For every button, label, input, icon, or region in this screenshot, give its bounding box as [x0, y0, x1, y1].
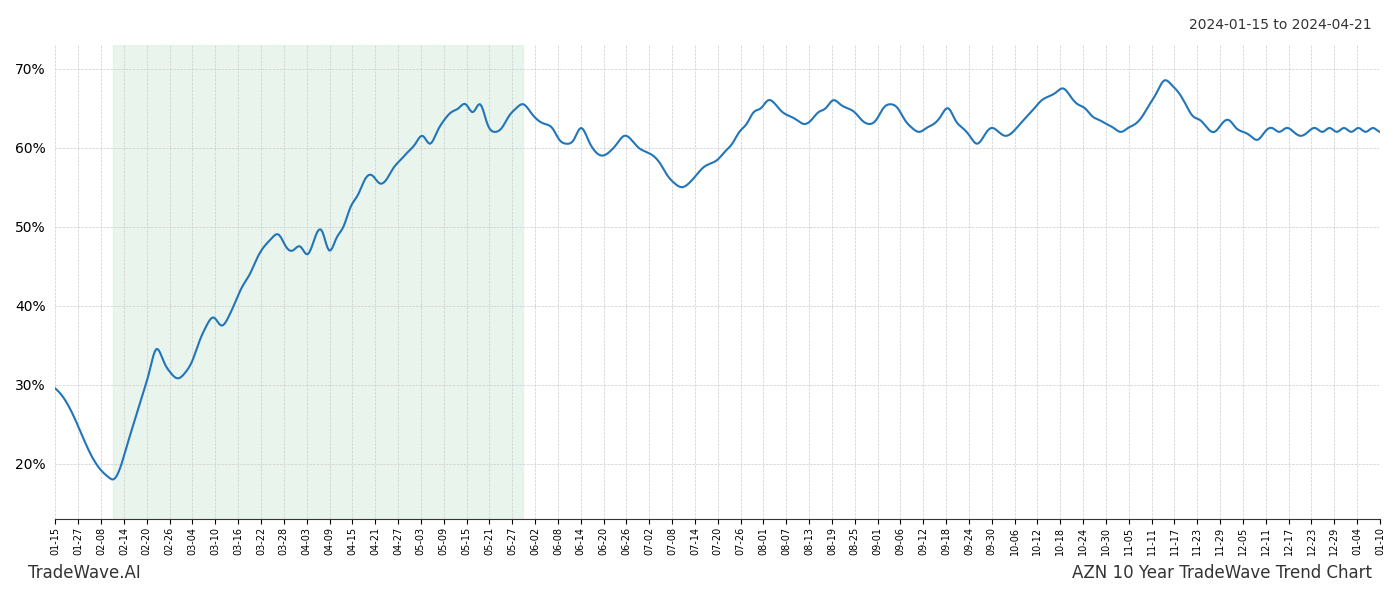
Text: 2024-01-15 to 2024-04-21: 2024-01-15 to 2024-04-21: [1190, 18, 1372, 32]
Text: AZN 10 Year TradeWave Trend Chart: AZN 10 Year TradeWave Trend Chart: [1072, 564, 1372, 582]
Text: TradeWave.AI: TradeWave.AI: [28, 564, 141, 582]
Bar: [113, 45, 524, 519]
